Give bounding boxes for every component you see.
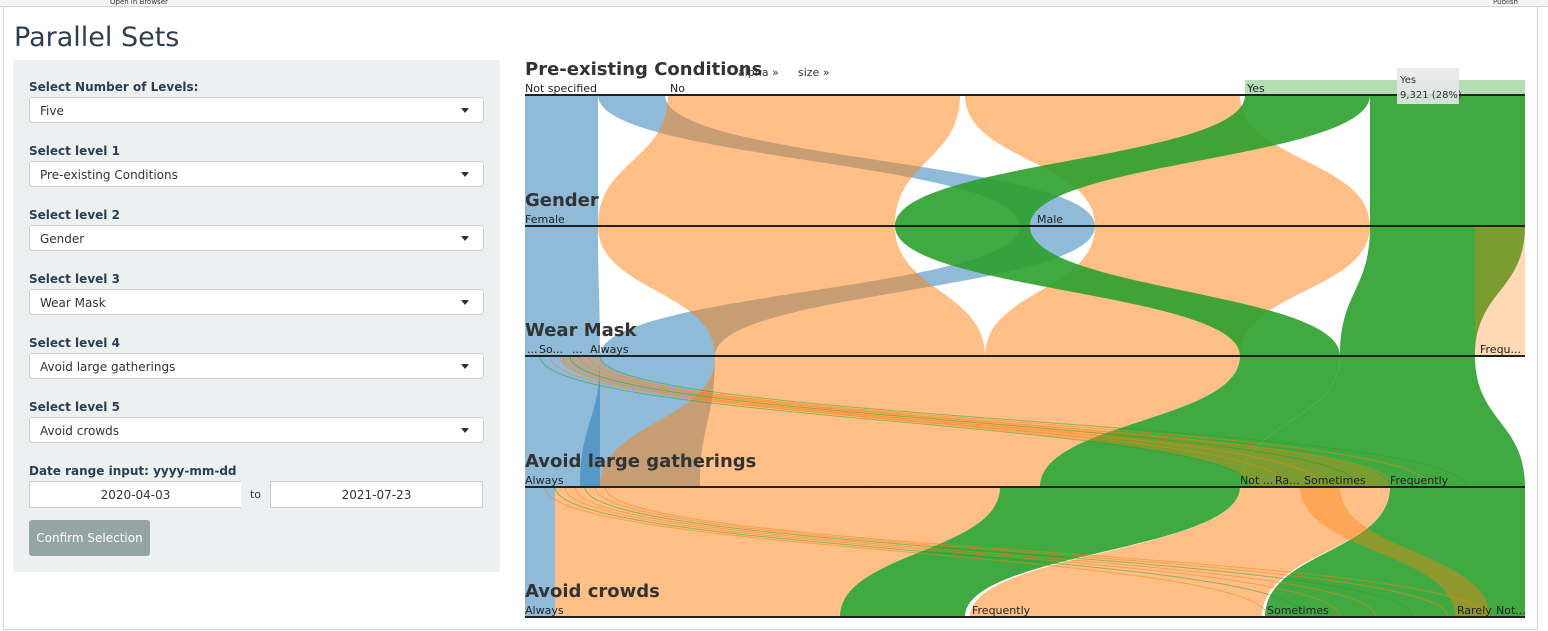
category-label: Always — [525, 474, 564, 487]
field-label: Select Number of Levels: — [29, 80, 199, 94]
confirm-button[interactable]: Confirm Selection — [29, 520, 150, 556]
sidebar: Select Number of Levels: Five Select level… — [13, 60, 500, 572]
publish[interactable]: Publish — [1493, 0, 1518, 6]
thread — [569, 355, 1359, 488]
thread — [594, 486, 1449, 618]
ribbon — [895, 226, 1340, 356]
control[interactable]: alpha » — [738, 66, 779, 79]
thread — [584, 486, 1413, 618]
category-label: Male — [1037, 213, 1063, 226]
thread — [559, 355, 1323, 488]
thread — [539, 355, 1251, 488]
ribbon — [1040, 356, 1340, 487]
field-label: Date range input: yyyy-mm-dd — [29, 464, 237, 478]
category-label: Sometimes — [1267, 604, 1329, 617]
ribbon — [555, 487, 1000, 617]
ribbon — [1475, 226, 1525, 356]
category-label: Frequ... — [1480, 343, 1521, 356]
category-label: Frequently — [972, 604, 1031, 617]
category-label: ... — [527, 343, 538, 356]
ribbon — [525, 95, 598, 226]
tooltip-count: 9,321 (28%) — [1400, 90, 1462, 101]
select-input[interactable]: Avoid large gatherings — [29, 353, 484, 379]
category-label: Always — [590, 343, 629, 356]
thread — [554, 486, 1305, 618]
dimension-title: Avoid large gatherings — [525, 451, 756, 472]
category-label: So... — [539, 343, 563, 356]
ribbon — [560, 356, 1390, 487]
field-label: Select level 2 — [29, 208, 120, 222]
ribbon — [895, 95, 1370, 226]
ribbon — [1370, 95, 1525, 226]
ribbon — [598, 226, 985, 356]
ribbon — [525, 226, 600, 356]
category-label: ... — [572, 343, 583, 356]
tooltip-category: Yes — [1399, 75, 1416, 86]
category-label: Female — [525, 213, 565, 226]
ribbon — [1240, 356, 1525, 487]
date-separator: to — [241, 481, 270, 508]
thread — [589, 355, 1431, 488]
ribbon — [600, 356, 985, 487]
thread — [579, 355, 1395, 488]
select-input[interactable]: Avoid crowds — [29, 417, 484, 443]
dimension-title: Gender — [525, 190, 599, 211]
open-browser[interactable]: Open in Browser — [110, 0, 168, 6]
category-label: Not ... — [1240, 474, 1273, 487]
ribbon — [1340, 226, 1525, 356]
ribbon — [598, 95, 960, 226]
dimension-title: Wear Mask — [525, 320, 637, 341]
category-label: Always — [525, 604, 564, 617]
category-label: Not... — [1496, 604, 1526, 617]
tooltip-box — [1397, 68, 1459, 104]
field-label: Select level 3 — [29, 272, 120, 286]
field-label: Select level 5 — [29, 400, 120, 414]
ribbon — [1300, 487, 1490, 617]
category-label: Not specified — [525, 82, 597, 95]
field-label: Select level 4 — [29, 336, 120, 350]
category-label: Frequently — [1390, 474, 1449, 487]
field-label: Select level 1 — [29, 144, 120, 158]
category-label: Ra... — [1275, 474, 1300, 487]
thread — [564, 486, 1341, 618]
date-end[interactable]: 2021-07-23 — [270, 481, 483, 508]
thread — [549, 355, 1287, 488]
ribbon — [525, 356, 600, 487]
thread — [544, 486, 1269, 618]
ribbon — [1265, 487, 1525, 617]
page-title: Parallel Sets — [14, 22, 180, 53]
category-label: No — [670, 82, 685, 95]
ribbon — [525, 487, 555, 617]
dimension-title: Pre-existing Conditions — [525, 59, 762, 80]
select-input[interactable]: Wear Mask — [29, 289, 484, 315]
highlight — [1245, 80, 1525, 95]
category-label: Yes — [1246, 82, 1265, 95]
ribbon — [970, 487, 1390, 617]
dimension-title: Avoid crowds — [525, 581, 660, 602]
thread — [599, 355, 1467, 488]
browser-bar: Open in Browser Publish — [0, 0, 1548, 7]
select-input[interactable]: Five — [29, 97, 484, 123]
control[interactable]: size » — [798, 66, 830, 79]
ribbon — [870, 356, 1240, 487]
thread — [574, 486, 1377, 618]
date-start[interactable]: 2020-04-03 — [29, 481, 242, 508]
category-label: Rarely — [1457, 604, 1492, 617]
select-input[interactable]: Gender — [29, 225, 484, 251]
select-input[interactable]: Pre-existing Conditions — [29, 161, 484, 187]
app-frame — [3, 7, 1538, 630]
category-label: Sometimes — [1304, 474, 1366, 487]
thread — [604, 486, 1485, 618]
